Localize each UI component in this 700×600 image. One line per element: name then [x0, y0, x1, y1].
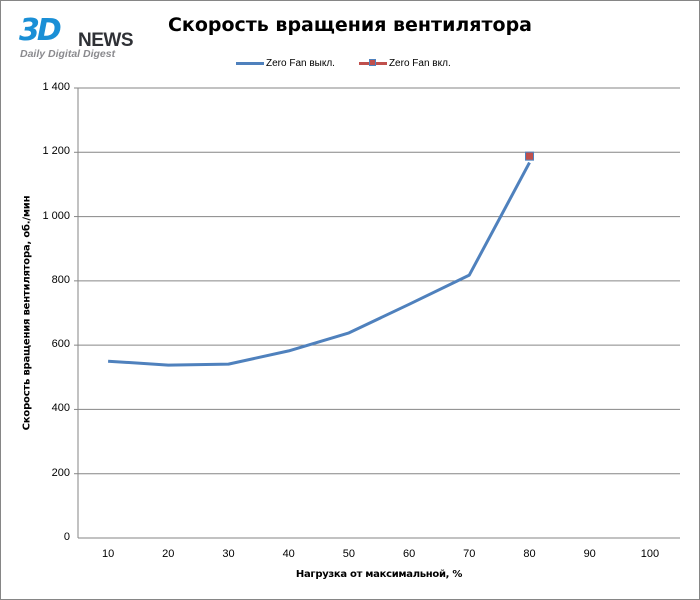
y-tick-label: 1 400 — [42, 81, 70, 93]
y-tick-label: 1 000 — [42, 209, 70, 222]
x-tick-label: 70 — [463, 548, 476, 560]
logo-mark: 3D — [19, 13, 62, 48]
legend-label: Zero Fan выкл. — [266, 57, 335, 69]
x-axis-label: Нагрузка от максимальной, % — [295, 569, 463, 580]
y-tick-label: 0 — [63, 531, 70, 543]
y-tick-label: 200 — [51, 466, 70, 479]
legend-square-marker-icon — [358, 58, 387, 68]
chart-legend: Zero Fan выкл. Zero Fan вкл. — [236, 55, 475, 71]
legend-label: Zero Fan вкл. — [388, 57, 451, 69]
y-tick-label: 400 — [51, 402, 70, 415]
x-tick-label: 10 — [101, 548, 115, 560]
logo-word: NEWS — [78, 30, 134, 51]
3dnews-logo: 3D NEWS Daily Digital Digest — [18, 13, 143, 61]
logo-tagline: Daily Digital Digest — [20, 48, 116, 60]
gridlines — [74, 87, 680, 475]
legend-item-zero-fan-off: Zero Fan выкл. — [236, 58, 335, 69]
square-marker-icon — [525, 151, 534, 161]
legend-item-zero-fan-on: Zero Fan вкл. — [358, 57, 451, 69]
series-line-zero-fan-off — [108, 161, 531, 367]
x-tick-label: 90 — [583, 548, 596, 560]
x-tick-label: 20 — [162, 548, 175, 560]
x-tick-label: 80 — [523, 548, 536, 560]
x-tick-label: 50 — [342, 548, 356, 560]
chart-title: Скорость вращения вентилятора — [167, 14, 532, 36]
y-tick-label: 800 — [51, 273, 70, 286]
legend-line-icon — [236, 58, 264, 68]
y-tick-label: 600 — [51, 338, 70, 351]
x-tick-label: 40 — [282, 548, 295, 560]
series-markers-zero-fan-on — [525, 151, 534, 161]
y-axis-label: Скорость вращения вентилятора, об./мин — [21, 195, 33, 431]
y-tick-label: 1 200 — [42, 145, 70, 158]
x-tick-label: 100 — [640, 548, 660, 560]
x-tick-label: 30 — [222, 548, 235, 560]
x-tick-label: 60 — [402, 548, 416, 560]
